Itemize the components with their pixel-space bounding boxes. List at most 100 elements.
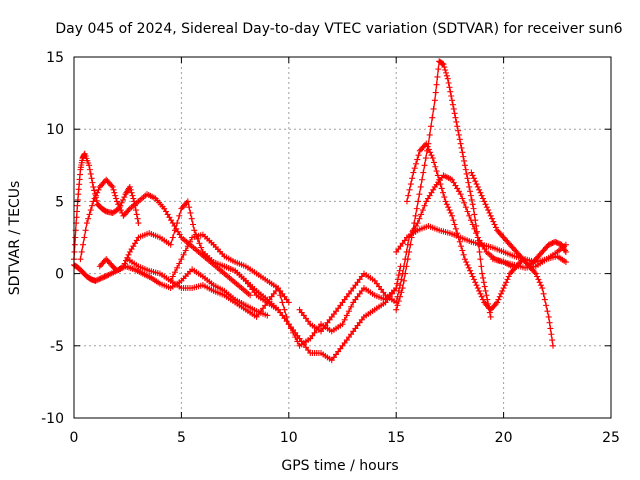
data-point <box>406 248 413 255</box>
data-point <box>480 279 487 286</box>
data-point <box>467 188 474 195</box>
data-point <box>453 118 460 125</box>
data-point <box>398 276 405 283</box>
data-point <box>184 198 191 205</box>
series-track-13 <box>489 253 569 271</box>
data-point <box>74 202 81 209</box>
data-point <box>345 308 352 315</box>
data-point <box>118 199 125 206</box>
data-point <box>465 179 472 186</box>
data-point <box>432 89 439 96</box>
data-point <box>483 292 490 299</box>
data-point <box>546 241 553 248</box>
data-point <box>87 170 94 177</box>
data-point <box>518 254 525 261</box>
data-point <box>425 146 432 153</box>
data-point <box>513 248 520 255</box>
data-point <box>403 263 410 270</box>
data-point <box>91 187 98 194</box>
data-point <box>421 142 428 149</box>
data-point <box>549 337 556 344</box>
data-point <box>466 183 473 190</box>
data-point <box>550 342 557 349</box>
data-point <box>477 256 484 263</box>
data-point <box>105 259 112 266</box>
data-point <box>171 269 178 276</box>
data-point <box>464 208 471 215</box>
data-point <box>396 267 403 274</box>
data-point <box>456 136 463 143</box>
data-point <box>82 227 89 234</box>
data-point <box>549 239 556 246</box>
data-point <box>473 228 480 235</box>
data-point <box>86 211 93 218</box>
data-point <box>171 227 178 234</box>
data-point <box>507 241 514 248</box>
data-point <box>281 306 288 313</box>
data-point <box>451 110 458 117</box>
data-point <box>449 97 456 104</box>
data-point <box>450 105 457 112</box>
data-point <box>399 285 406 292</box>
data-point <box>426 131 433 138</box>
data-point <box>496 230 503 237</box>
data-point <box>477 189 484 196</box>
data-point <box>459 195 466 202</box>
data-point <box>112 192 119 199</box>
data-point <box>499 233 506 240</box>
data-point <box>100 259 107 266</box>
data-point <box>487 212 494 219</box>
data-point <box>440 61 447 68</box>
data-point <box>495 228 502 235</box>
data-point <box>343 312 350 319</box>
data-point <box>397 282 404 289</box>
data-point <box>481 198 488 205</box>
data-point <box>96 263 103 270</box>
data-point <box>461 199 468 206</box>
data-point <box>472 279 479 286</box>
data-marks <box>71 58 569 364</box>
data-point <box>464 261 471 268</box>
data-point <box>348 303 355 310</box>
data-point <box>477 290 484 297</box>
data-point <box>483 302 490 309</box>
series-track-12 <box>468 169 569 270</box>
data-point <box>443 201 450 208</box>
data-point <box>562 247 569 254</box>
data-point <box>186 238 193 245</box>
data-point <box>95 276 102 283</box>
data-point <box>446 84 453 91</box>
data-point <box>503 279 510 286</box>
data-point <box>187 209 194 216</box>
data-point <box>452 225 459 232</box>
data-point <box>87 207 94 214</box>
data-point <box>402 270 409 277</box>
data-point <box>427 123 434 130</box>
data-point <box>416 191 423 198</box>
x-axis-label: GPS time / hours <box>281 458 398 474</box>
data-point <box>545 313 552 320</box>
data-point <box>196 240 203 247</box>
data-point <box>490 218 497 225</box>
data-point <box>407 241 414 248</box>
data-point <box>485 207 492 214</box>
chart-title: Day 045 of 2024, Sidereal Day-to-day VTE… <box>55 21 622 37</box>
data-point <box>443 69 450 76</box>
data-point <box>121 260 128 267</box>
data-point <box>92 192 99 199</box>
data-point <box>105 179 112 186</box>
data-point <box>491 302 498 309</box>
data-point <box>72 234 79 241</box>
x-tick-label: 5 <box>177 430 186 446</box>
data-point <box>489 305 496 312</box>
y-tick-label: 5 <box>55 194 64 210</box>
data-point <box>432 163 439 170</box>
data-point <box>531 257 538 264</box>
data-point <box>412 212 419 219</box>
data-point <box>120 212 127 219</box>
data-point <box>476 186 483 193</box>
data-point <box>414 156 421 163</box>
data-point <box>441 64 448 71</box>
data-point <box>178 256 185 263</box>
data-point <box>460 153 467 160</box>
